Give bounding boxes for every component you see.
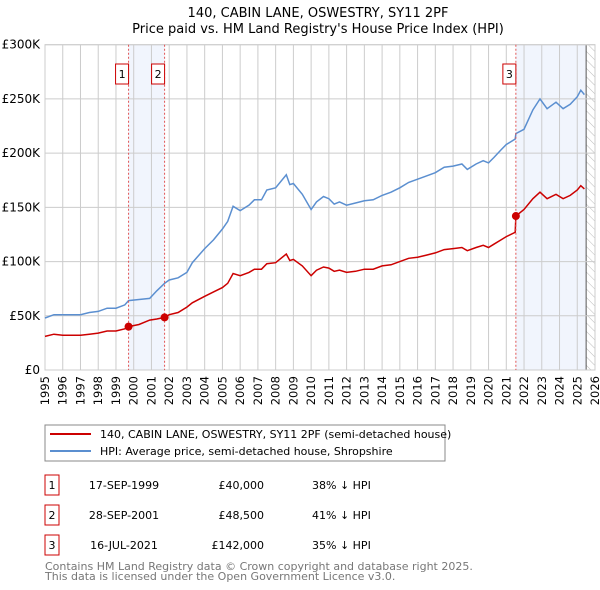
sale-label-box <box>115 63 130 85</box>
y-tick-label: £50K <box>9 309 41 323</box>
sale-point <box>124 322 133 331</box>
sale-row-hpi-diff: 38% ↓ HPI <box>312 479 371 492</box>
x-tick-label: 2001 <box>144 376 158 405</box>
chart-subtitle: Price paid vs. HM Land Registry's House … <box>132 22 504 37</box>
x-tick-label: 2018 <box>446 376 460 405</box>
x-tick-label: 2000 <box>127 376 141 405</box>
sale-row-price: £142,000 <box>212 539 265 552</box>
property-price-line <box>44 184 585 338</box>
sale-label-box <box>502 63 517 85</box>
x-tick-label: 2015 <box>393 376 407 405</box>
x-tick-label: 1997 <box>73 376 87 405</box>
sale-row-hpi-diff: 41% ↓ HPI <box>312 509 371 522</box>
x-tick-label: 2024 <box>553 376 567 405</box>
x-tick-label: 2013 <box>357 376 371 405</box>
sale-label: 1 <box>119 68 126 81</box>
sale-row-date: 28-SEP-2001 <box>89 509 159 522</box>
x-tick-label: 1995 <box>38 376 52 405</box>
legend: 140, CABIN LANE, OSWESTRY, SY11 2PF (sem… <box>44 424 451 462</box>
sale-row-price: £48,500 <box>219 509 265 522</box>
x-tick-label: 2004 <box>198 376 212 405</box>
x-tick-label: 2003 <box>180 376 194 405</box>
x-tick-label: 2022 <box>517 376 531 405</box>
legend-label-property: 140, CABIN LANE, OSWESTRY, SY11 2PF (sem… <box>100 428 451 441</box>
sale-point <box>160 313 169 322</box>
x-tick-label: 1999 <box>109 376 123 405</box>
x-tick-label: 2016 <box>411 376 425 405</box>
x-tick-label: 2010 <box>304 376 318 405</box>
sale-row-number-box <box>44 474 60 496</box>
sale-row-price: £40,000 <box>219 479 265 492</box>
y-tick-label: £100K <box>2 255 42 269</box>
hpi-line <box>44 88 585 319</box>
x-tick-label: 2025 <box>570 376 584 405</box>
chart-title: 140, CABIN LANE, OSWESTRY, SY11 2PF <box>188 6 449 21</box>
y-tick-label: £150K <box>2 200 42 214</box>
x-tick-label: 2005 <box>215 376 229 405</box>
x-tick-label: 2021 <box>499 376 513 405</box>
x-tick-label: 2002 <box>162 376 176 405</box>
sale-row-number: 1 <box>49 479 56 492</box>
sale-label: 3 <box>506 68 513 81</box>
plot-frame <box>44 44 596 371</box>
sales-table: 1 17-SEP-1999 £40,000 38% ↓ HPI 2 28-SEP-2001… <box>44 474 371 556</box>
legend-label-hpi: HPI: Average price, semi-detached house,… <box>100 445 393 458</box>
sale-point <box>511 212 520 221</box>
footer-line-2: This data is licensed under the Open Gov… <box>44 570 395 583</box>
sale-row-date: 17-SEP-1999 <box>89 479 159 492</box>
y-tick-label: £200K <box>2 146 42 160</box>
x-tick-label: 1996 <box>56 376 70 405</box>
x-tick-label: 2020 <box>482 376 496 405</box>
x-tick-label: 2009 <box>286 376 300 405</box>
sale-row-number: 2 <box>49 509 56 522</box>
x-tick-label: 2017 <box>428 376 442 405</box>
x-tick-label: 2023 <box>535 376 549 405</box>
sale-row-number-box <box>44 504 60 526</box>
x-tick-label: 2019 <box>464 376 478 405</box>
sale-row-number-box <box>44 534 60 556</box>
x-tick-label: 2026 <box>588 376 600 405</box>
x-tick-label: 1998 <box>91 376 105 405</box>
x-tick-label: 2011 <box>322 376 336 405</box>
y-tick-label: £0 <box>25 363 40 377</box>
sale-label-box <box>151 63 166 85</box>
x-tick-label: 2012 <box>340 376 354 405</box>
x-tick-label: 2006 <box>233 376 247 405</box>
sale-label: 2 <box>155 68 162 81</box>
footer-line-1: Contains HM Land Registry data © Crown c… <box>45 560 473 573</box>
x-tick-label: 2014 <box>375 376 389 405</box>
x-tick-label: 2007 <box>251 376 265 405</box>
sale-row-date: 16-JUL-2021 <box>90 539 158 552</box>
y-tick-label: £300K <box>2 38 42 52</box>
x-tick-label: 2008 <box>269 376 283 405</box>
sale-row-hpi-diff: 35% ↓ HPI <box>312 539 371 552</box>
sale-row-number: 3 <box>49 539 56 552</box>
y-tick-label: £250K <box>2 92 42 106</box>
